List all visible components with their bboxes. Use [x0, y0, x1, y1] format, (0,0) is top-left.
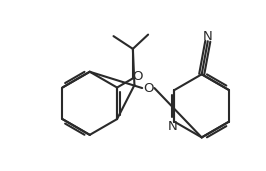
- Text: N: N: [168, 120, 177, 133]
- Text: O: O: [143, 82, 153, 95]
- Text: N: N: [203, 30, 213, 43]
- Text: O: O: [132, 70, 143, 83]
